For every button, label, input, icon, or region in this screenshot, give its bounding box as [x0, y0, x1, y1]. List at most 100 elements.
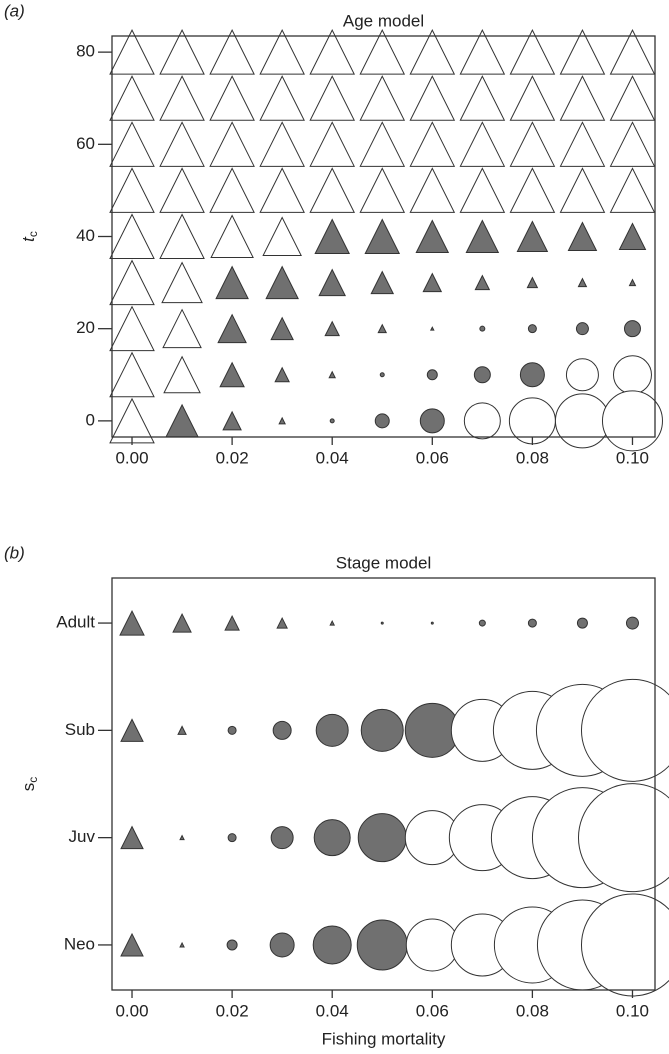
- circle-symbol: [419, 408, 445, 434]
- circle-symbol: [312, 925, 352, 965]
- x-tick-label: 0.08: [516, 448, 549, 467]
- triangle-symbol: [359, 75, 406, 121]
- triangle-symbol: [259, 121, 305, 167]
- triangle-symbol: [109, 29, 155, 75]
- triangle-symbol: [370, 270, 395, 295]
- circle-symbol: [527, 618, 537, 628]
- y-tick-label: 20: [76, 318, 95, 337]
- circle-symbol: [625, 616, 639, 630]
- y-tick-label: Sub: [65, 720, 95, 739]
- triangle-symbol: [577, 277, 588, 288]
- triangle-symbol: [165, 403, 199, 438]
- circle-symbol: [313, 819, 351, 857]
- y-tick-label: 0: [86, 410, 95, 429]
- triangle-symbol: [209, 167, 255, 213]
- triangle-symbol: [309, 75, 356, 121]
- circle-symbol: [374, 413, 390, 429]
- triangle-symbol: [422, 272, 443, 293]
- triangle-symbol: [109, 259, 155, 306]
- triangle-symbol: [159, 29, 205, 75]
- triangle-symbol: [217, 313, 247, 344]
- triangle-symbol: [222, 410, 242, 431]
- circle-symbol: [479, 325, 486, 332]
- circle-symbol: [527, 324, 537, 334]
- triangle-symbol: [259, 29, 305, 75]
- triangle-symbol: [559, 75, 606, 121]
- circle-symbol: [405, 918, 459, 972]
- circle-symbol: [478, 619, 486, 627]
- triangle-symbol: [559, 121, 606, 167]
- panel-title: Age model: [343, 11, 424, 30]
- triangle-symbol: [509, 29, 556, 75]
- circle-symbol: [357, 813, 407, 863]
- circle-symbol: [360, 708, 404, 752]
- circle-symbol: [575, 322, 589, 336]
- triangle-symbol: [409, 29, 456, 75]
- triangle-symbol: [274, 366, 290, 383]
- triangle-symbol: [559, 29, 606, 75]
- y-axis-label-main: t: [19, 236, 38, 242]
- triangle-symbol: [465, 219, 500, 253]
- triangle-symbol: [526, 276, 539, 289]
- x-tick-label: 0.10: [616, 1001, 649, 1020]
- triangle-symbol: [324, 320, 341, 337]
- triangle-symbol: [359, 121, 406, 167]
- triangle-symbol: [309, 29, 356, 75]
- triangle-symbol: [109, 351, 155, 398]
- circle-symbol: [356, 919, 408, 971]
- triangle-symbol: [109, 121, 155, 167]
- triangle-symbol: [120, 718, 144, 742]
- triangle-symbol: [609, 29, 656, 75]
- y-axis-label: tc: [19, 231, 40, 242]
- triangle-symbol: [409, 121, 456, 167]
- triangle-symbol: [278, 416, 286, 425]
- circle-symbol: [577, 783, 669, 893]
- x-axis-label: Fishing mortality: [322, 1029, 446, 1048]
- y-tick-label: 40: [76, 226, 95, 245]
- triangle-symbol: [359, 167, 406, 213]
- triangle-symbol: [109, 167, 155, 213]
- circle-symbol: [519, 362, 545, 388]
- triangle-symbol: [429, 326, 435, 331]
- x-tick-label: 0.02: [216, 448, 249, 467]
- triangle-symbol: [262, 216, 302, 256]
- circle-symbol: [576, 617, 588, 629]
- triangle-symbol: [219, 361, 245, 388]
- triangle-symbol: [161, 261, 203, 304]
- circle-symbol: [226, 939, 238, 951]
- triangle-symbol: [215, 265, 249, 300]
- triangle-symbol: [109, 305, 155, 352]
- panel-label: (b): [4, 543, 25, 562]
- circle-symbol: [380, 621, 384, 625]
- circle-symbol: [612, 355, 652, 395]
- triangle-symbol: [609, 121, 656, 167]
- triangle-symbol: [359, 29, 406, 75]
- y-axis-label-main: s: [19, 783, 38, 792]
- triangle-symbol: [459, 121, 506, 167]
- triangle-symbol: [609, 167, 656, 213]
- triangle-symbol: [162, 308, 202, 349]
- panel: (b) Stage model 0.00 0.02 0.04 0.06 0.08 0.10 Ne…: [4, 543, 669, 1048]
- circle-symbol: [379, 372, 385, 378]
- circle-symbol: [580, 678, 669, 782]
- triangle-symbol: [259, 167, 305, 213]
- x-tick-label: 0.02: [216, 1001, 249, 1020]
- triangle-symbol: [567, 221, 598, 251]
- triangle-symbol: [309, 167, 356, 213]
- triangle-symbol: [120, 825, 144, 850]
- triangle-symbol: [329, 619, 336, 626]
- circle-symbol: [227, 833, 237, 843]
- y-tick-label: 80: [76, 42, 95, 61]
- triangle-symbol: [172, 612, 192, 633]
- triangle-symbol: [309, 121, 356, 167]
- triangle-symbol: [609, 75, 656, 121]
- triangle-symbol: [159, 121, 205, 167]
- x-tick-label: 0.04: [316, 448, 349, 467]
- x-tick-label: 0.00: [115, 1001, 148, 1020]
- circle-symbol: [463, 402, 501, 440]
- circle-symbol: [227, 725, 237, 735]
- triangle-symbol: [415, 219, 450, 253]
- triangle-symbol: [159, 75, 205, 121]
- triangle-symbol: [459, 29, 506, 75]
